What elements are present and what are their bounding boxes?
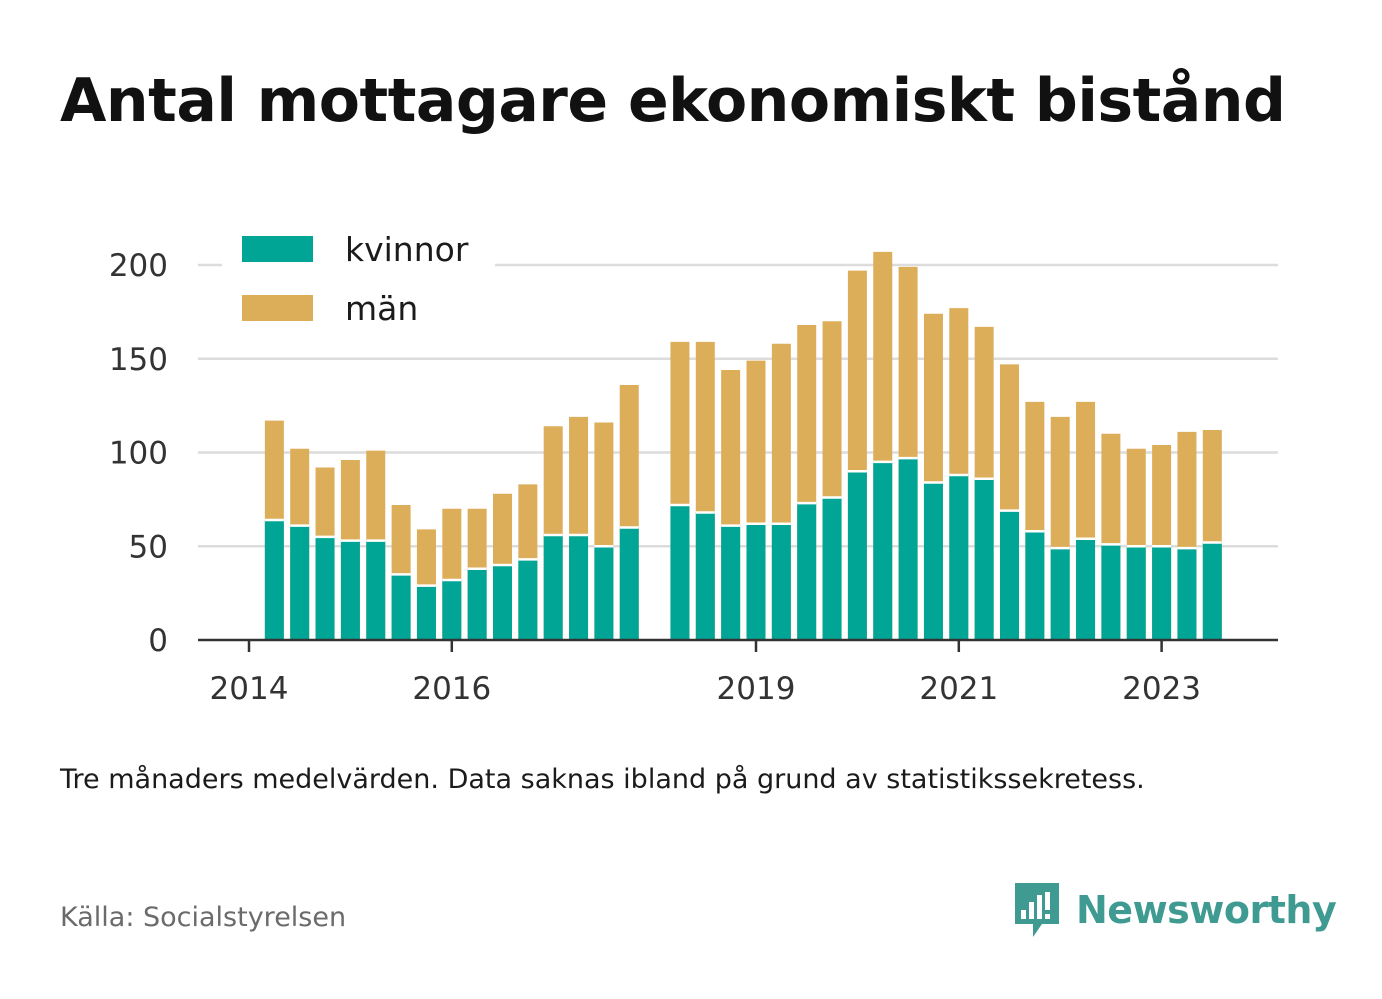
bar-kvinnor: [543, 535, 563, 640]
y-tick-label: 0: [148, 623, 168, 659]
bar-kvinnor: [493, 565, 512, 640]
bar-kvinnor: [1025, 531, 1045, 640]
bar-kvinnor: [1126, 546, 1146, 640]
x-tick-label: 2023: [1122, 671, 1201, 707]
bar-kvinnor: [1202, 542, 1222, 640]
bar-kvinnor: [974, 478, 994, 640]
legend-label-kvinnor: kvinnor: [345, 230, 469, 269]
bar-kvinnor: [619, 527, 639, 640]
newsworthy-logo-icon: [1015, 883, 1059, 937]
chart-title: Antal mottagare ekonomiskt bistånd: [60, 66, 1286, 136]
brand-name: Newsworthy: [1076, 888, 1337, 932]
source-credit: Källa: Socialstyrelsen: [60, 902, 347, 933]
bars: [264, 0, 1248, 640]
bar-kvinnor: [1177, 548, 1197, 640]
bar-kvinnor: [442, 580, 462, 640]
bar-kvinnor: [1152, 546, 1172, 640]
newsworthy-brand: Newsworthy: [1012, 880, 1337, 940]
bar-kvinnor: [670, 505, 690, 640]
y-tick-label: 100: [109, 436, 168, 472]
bar-kvinnor: [569, 535, 589, 640]
bar-kvinnor: [746, 523, 766, 640]
bar-kvinnor: [771, 523, 791, 640]
y-tick-label: 150: [109, 342, 168, 378]
x-tick-label: 2014: [210, 671, 289, 707]
bar-kvinnor: [290, 525, 310, 640]
legend-swatch-män: [242, 295, 313, 321]
bar-kvinnor: [518, 559, 538, 640]
bar-kvinnor: [949, 475, 969, 640]
axes: 0 50 100 150 200 2014 2016 2019 2021 2023: [109, 248, 1278, 707]
y-tick-label: 200: [109, 248, 168, 284]
y-tick-label: 50: [129, 529, 168, 565]
bar-kvinnor: [467, 568, 487, 640]
bar-kvinnor: [416, 585, 436, 640]
bar-kvinnor: [898, 458, 918, 640]
legend: kvinnor män: [222, 226, 495, 338]
bar-kvinnor: [391, 574, 411, 640]
bar-kvinnor: [873, 461, 893, 640]
bar-kvinnor: [797, 503, 817, 640]
bar-kvinnor: [366, 540, 386, 640]
bar-kvinnor: [721, 525, 741, 640]
bar-kvinnor: [923, 482, 943, 640]
bar-kvinnor: [1076, 538, 1096, 640]
bar-kvinnor: [847, 471, 867, 640]
bar-kvinnor: [315, 536, 335, 640]
bar-kvinnor: [1050, 548, 1070, 640]
legend-swatch-kvinnor: [242, 236, 313, 262]
x-tick-label: 2016: [412, 671, 491, 707]
bar-kvinnor: [695, 512, 715, 640]
legend-label-män: män: [345, 289, 418, 328]
x-tick-label: 2021: [919, 671, 998, 707]
bar-kvinnor: [594, 546, 614, 640]
bar-kvinnor: [1000, 510, 1019, 640]
bar-kvinnor: [822, 497, 842, 640]
x-tick-label: 2019: [717, 671, 796, 707]
chart-note: Tre månaders medelvärden. Data saknas ib…: [60, 764, 1145, 795]
bar-kvinnor: [340, 540, 360, 640]
bar-kvinnor: [1101, 544, 1121, 640]
bar-kvinnor: [264, 520, 284, 640]
